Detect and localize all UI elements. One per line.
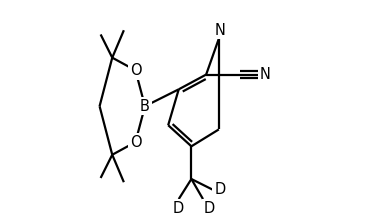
Text: O: O xyxy=(130,135,141,150)
Text: N: N xyxy=(260,67,271,82)
Text: D: D xyxy=(204,201,215,216)
Text: D: D xyxy=(214,182,226,197)
Text: D: D xyxy=(173,201,184,216)
Text: N: N xyxy=(214,23,225,38)
Text: O: O xyxy=(130,63,141,78)
Text: B: B xyxy=(140,99,150,114)
